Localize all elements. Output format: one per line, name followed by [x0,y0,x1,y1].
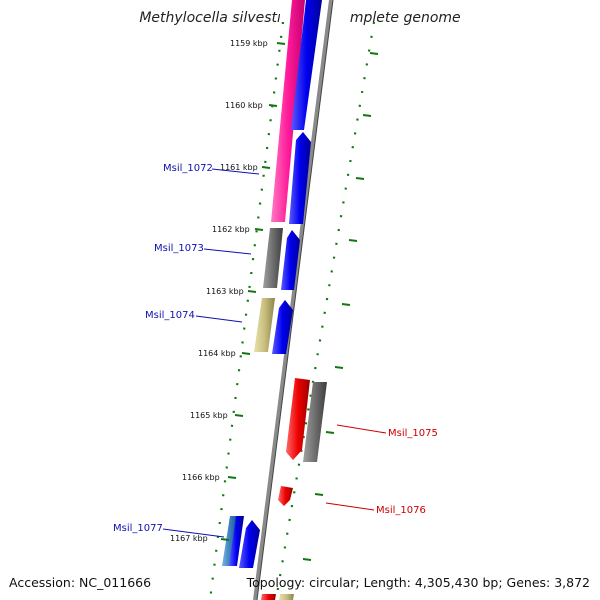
gene-label-msil-1077[interactable]: Msil_1077 [113,523,163,534]
orf-blue-2 [289,132,311,224]
tick-label-1164: 1164 kbp [198,349,236,358]
tick-label-1160: 1160 kbp [225,101,263,110]
leader-msil-1077 [162,528,225,538]
topology-text: Topology: circular; Length: 4,305,430 bp… [246,575,590,590]
tick-label-1163: 1163 kbp [206,287,244,296]
orf-magenta [271,0,305,222]
gene-label-msil-1073[interactable]: Msil_1073 [154,243,204,254]
leader-msil-1076 [325,502,375,511]
orf-red-2 [278,486,293,506]
genome-backbone-shadow [256,0,334,600]
major-ticks [220,42,286,541]
orf-blue-3 [281,230,300,290]
tick-label-1159: 1159 kbp [230,39,268,48]
leader-msil-1074 [195,315,243,323]
tick-label-1167: 1167 kbp [170,534,208,543]
orf-khaki [254,298,275,352]
orf-blue-5 [229,516,244,566]
orf-blue-6 [239,520,260,568]
orf-red-1 [286,378,310,460]
tick-label-1165: 1165 kbp [190,411,228,420]
orf-steelblue [222,516,238,566]
orf-gray-2 [303,382,327,462]
orf-blue-4 [272,300,293,354]
accession-text: Accession: NC_011666 [9,575,152,590]
right-ticks [302,52,379,561]
orf-khaki-2 [279,594,294,600]
gene-label-msil-1072[interactable]: Msil_1072 [163,163,213,174]
leader-msil-1072 [211,168,260,175]
orf-gray-1 [263,228,283,288]
tick-label-1161: 1161 kbp [220,163,258,172]
leader-msil-1073 [203,248,252,255]
tick-label-1162: 1162 kbp [212,225,250,234]
gene-label-msil-1076[interactable]: Msil_1076 [376,505,426,516]
genome-backbone [253,0,333,600]
leader-msil-1075 [336,424,387,434]
orf-blue-1 [291,0,322,130]
gene-label-msil-1074[interactable]: Msil_1074 [145,310,195,321]
gene-label-msil-1075[interactable]: Msil_1075 [388,428,438,439]
orf-red-3 [261,594,276,600]
tick-label-1166: 1166 kbp [182,473,220,482]
